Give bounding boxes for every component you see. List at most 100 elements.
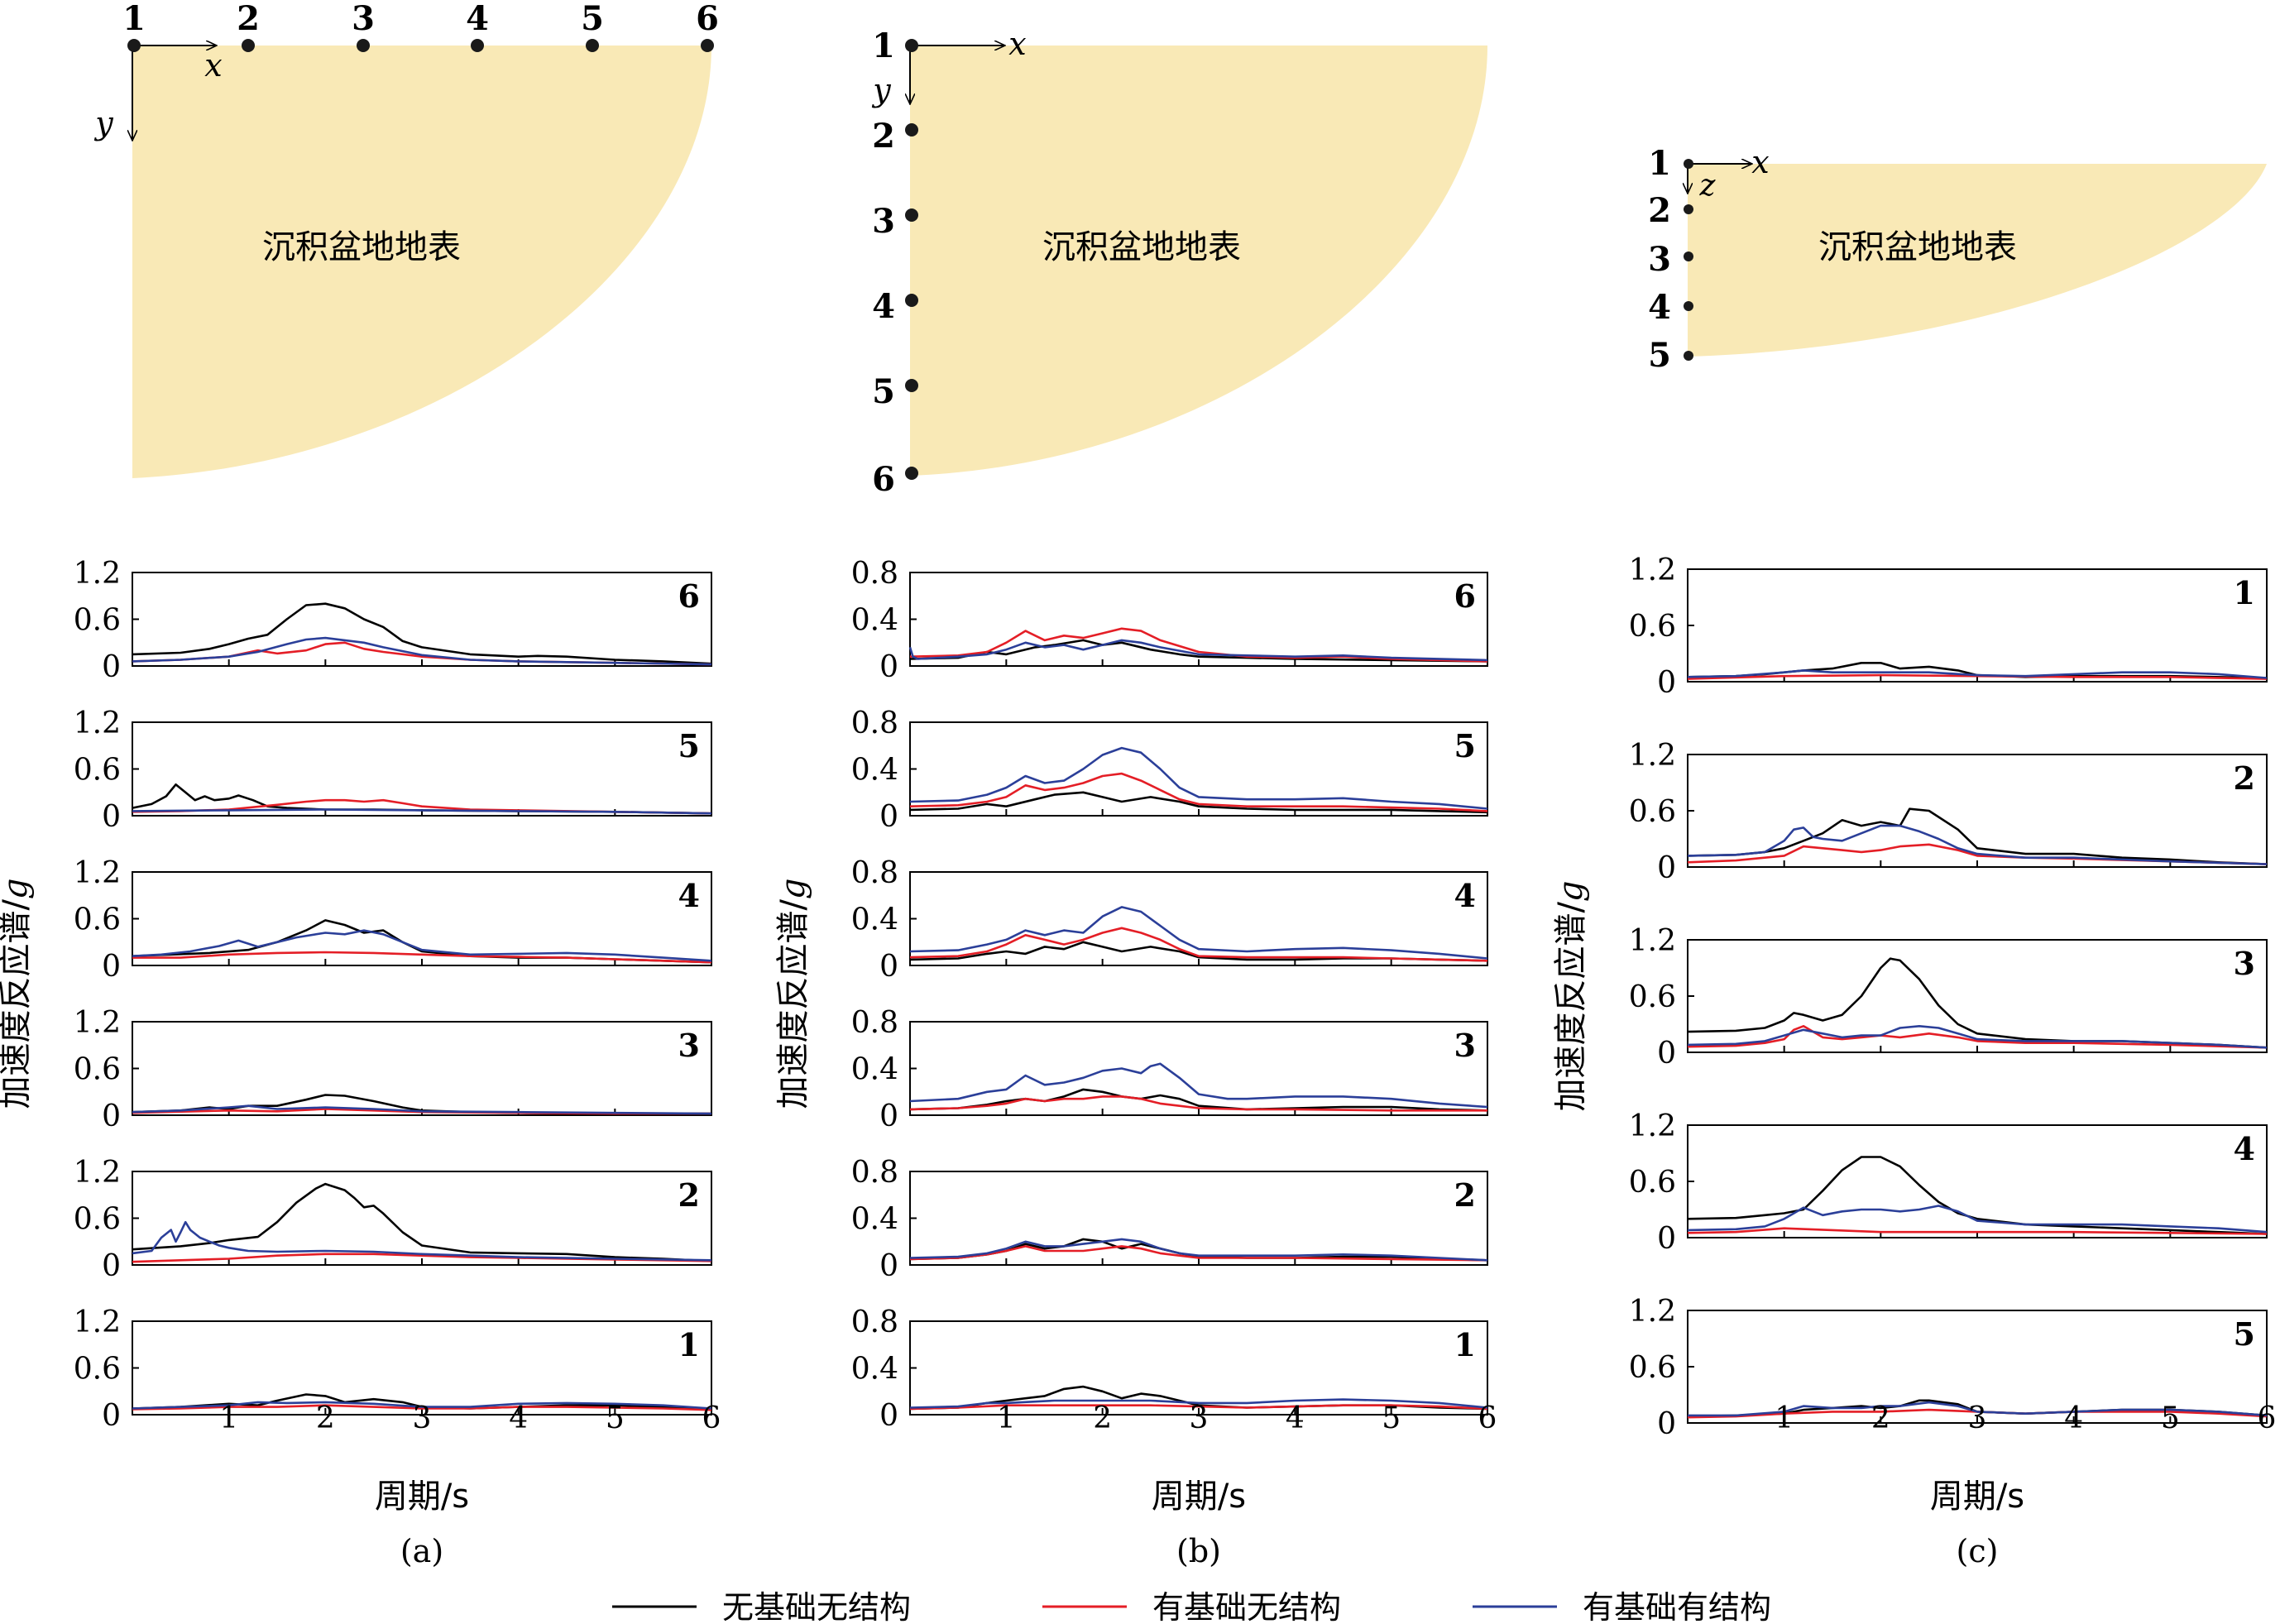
y-tick-label: 0.8 xyxy=(851,1305,898,1339)
x-tick-label: 5 xyxy=(1382,1401,1401,1435)
series-line xyxy=(1688,1401,2268,1417)
series-line xyxy=(909,1095,1487,1112)
x-tick-label: 5 xyxy=(606,1401,625,1435)
subplot-label: 3 xyxy=(678,1027,700,1064)
series-line xyxy=(909,639,1488,663)
y-tick-label: 0.6 xyxy=(1629,610,1676,644)
series-line xyxy=(1687,807,2268,865)
svg-text:3: 3 xyxy=(352,0,375,38)
basin-label-b: 沉积盆地地表 xyxy=(1042,228,1241,266)
panel-caption: (a) xyxy=(400,1533,443,1569)
legend: 无基础无结构 有基础无结构 有基础有结构 xyxy=(612,1589,1771,1624)
y-tick-label: 0 xyxy=(102,1399,121,1433)
x-tick-label: 2 xyxy=(316,1401,335,1435)
x-tick-label: 1 xyxy=(219,1401,238,1435)
y-tick-label: 0 xyxy=(1657,1037,1676,1071)
point-5-b: 5 xyxy=(872,372,918,411)
point-1-b: 1 xyxy=(872,26,918,65)
svg-text:4: 4 xyxy=(1648,288,1671,327)
series-line xyxy=(132,808,712,815)
y-tick-label: 1.2 xyxy=(74,856,121,890)
subplot-c-4: 1.2 0.6 0 4 xyxy=(1629,1109,2268,1256)
y-tick-label: 0.6 xyxy=(74,1053,121,1087)
point-4-c: 4 xyxy=(1648,288,1693,327)
y-tick-label: 1.2 xyxy=(1629,1295,1676,1329)
subplot-c-1: 1.2 0.6 0 1 xyxy=(1629,553,2268,700)
y-tick-label: 0 xyxy=(879,950,898,984)
y-tick-label: 1.2 xyxy=(74,557,121,591)
point-1-c: 1 xyxy=(1648,144,1693,183)
x-tick-label: 3 xyxy=(413,1401,432,1435)
series-line xyxy=(1687,669,2268,679)
series-line xyxy=(909,1404,1488,1411)
plot-frame xyxy=(132,1171,712,1266)
legend-item-foundation-with-structure: 有基础有结构 xyxy=(1473,1589,1771,1624)
point-3-a: 3 xyxy=(352,0,375,52)
subplot-c-5: 1.2 0.6 0 5 1 2 3 4 5 6 xyxy=(1629,1295,2277,1441)
series-line xyxy=(1687,1025,2268,1049)
panel-caption: (b) xyxy=(1176,1533,1221,1569)
svg-text:5: 5 xyxy=(872,372,895,411)
subplot-label: 3 xyxy=(1454,1027,1476,1064)
point-3-c: 3 xyxy=(1648,240,1693,279)
y-tick-label: 0 xyxy=(1657,666,1676,700)
subplot-b-1: 0.8 0.4 0 1 1 2 3 4 5 6 xyxy=(851,1305,1497,1435)
z-axis-label-c: z xyxy=(1699,169,1717,203)
subplot-label: 6 xyxy=(1454,577,1476,615)
y-tick-label: 0.6 xyxy=(1629,980,1676,1014)
subplot-label: 3 xyxy=(2234,945,2255,982)
subplot-a-6: 1.2 0.6 0 6 xyxy=(74,557,712,684)
svg-text:5: 5 xyxy=(581,0,604,38)
svg-text:有基础有结构: 有基础有结构 xyxy=(1583,1589,1771,1624)
svg-text:无基础无结构: 无基础无结构 xyxy=(722,1589,911,1624)
y-axis-label-b: y xyxy=(871,72,891,108)
subplot-b-3: 0.8 0.4 0 3 xyxy=(851,1006,1488,1133)
basin-shape-b xyxy=(910,46,1487,476)
subplot-label: 4 xyxy=(2234,1130,2255,1167)
y-tick-label: 0.6 xyxy=(74,1203,121,1237)
series-line xyxy=(132,636,712,666)
y-tick-label: 0.4 xyxy=(851,1053,898,1087)
series-line xyxy=(132,951,712,964)
point-3-b: 3 xyxy=(872,202,918,241)
y-tick-label: 0.8 xyxy=(851,707,898,740)
subplot-label: 6 xyxy=(678,577,700,615)
svg-text:1: 1 xyxy=(872,26,895,65)
point-5-a: 5 xyxy=(581,0,604,52)
plot-frame xyxy=(1687,568,2268,683)
chart-panel-c: 1.2 0.6 0 1 1.2 0.6 0 2 1.2 0.6 0 3 1.2 0.6 0 4 1.2 0.6 0 5… xyxy=(1552,553,2276,1569)
x-tick-label: 6 xyxy=(2258,1401,2277,1435)
subplot-b-6: 0.8 0.4 0 6 xyxy=(851,557,1488,684)
point-2-c: 2 xyxy=(1648,191,1693,230)
y-tick-label: 0.6 xyxy=(1629,1351,1676,1385)
series-line xyxy=(909,1245,1488,1262)
x-tick-label: 4 xyxy=(2064,1401,2083,1435)
y-tick-label: 0.4 xyxy=(851,754,898,788)
y-tick-label: 0 xyxy=(102,650,121,684)
x-tick-label: 4 xyxy=(509,1401,528,1435)
y-tick-label: 0 xyxy=(102,800,121,834)
basin-label-c: 沉积盆地地表 xyxy=(1818,228,2017,266)
x-axis-label-a: x xyxy=(204,47,222,84)
svg-text:6: 6 xyxy=(872,460,895,499)
y-tick-label: 1.2 xyxy=(1629,739,1676,773)
subplot-label: 5 xyxy=(2234,1315,2255,1353)
plot-frame xyxy=(132,721,712,817)
y-tick-label: 0.8 xyxy=(851,557,898,591)
series-line xyxy=(1687,1227,2268,1235)
y-axis-title: 加速度反应谱/g xyxy=(774,878,812,1109)
point-2-b: 2 xyxy=(872,117,918,156)
svg-text:4: 4 xyxy=(466,0,489,38)
series-line xyxy=(1687,824,2268,865)
y-tick-label: 0 xyxy=(879,1399,898,1433)
series-line xyxy=(132,1401,712,1410)
series-line xyxy=(1687,1205,2268,1234)
schematic-c: 沉积盆地地表 x z 1 2 3 4 5 xyxy=(1648,144,2267,375)
subplot-label: 5 xyxy=(1454,727,1476,764)
schematic-a: 沉积盆地地表 x y 1 2 3 4 5 6 xyxy=(93,0,719,478)
subplot-b-4: 0.8 0.4 0 4 xyxy=(851,856,1488,984)
subplot-b-5: 0.8 0.4 0 5 xyxy=(851,707,1488,834)
point-4-b: 4 xyxy=(872,287,918,326)
chart-panel-a: 1.2 0.6 0 6 1.2 0.6 0 5 1.2 0.6 0 4 1.2 0.6 0 3 1.2 0.6 0 2… xyxy=(0,557,721,1569)
x-tick-label: 1 xyxy=(997,1401,1016,1435)
